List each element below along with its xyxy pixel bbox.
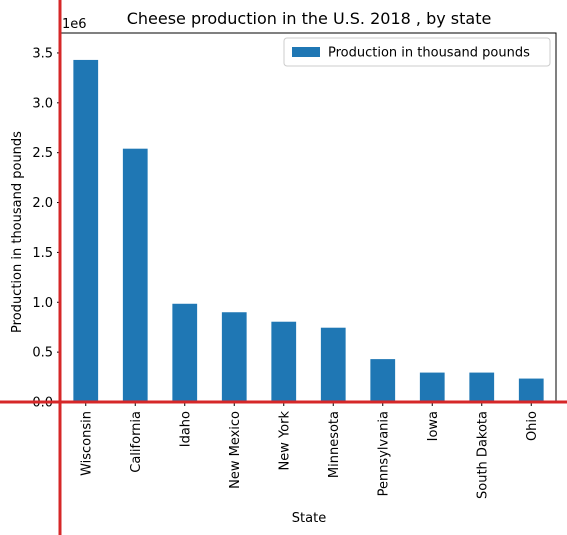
bar-pennsylvania [370,359,396,402]
x-tick-label: California [129,411,144,473]
y-axis-label: Production in thousand pounds [10,131,25,333]
legend-swatch [292,47,320,57]
x-tick-label: New York [277,411,292,471]
x-axis-label: State [292,511,326,526]
bar-minnesota [320,327,346,402]
y-tick-label: 0.5 [32,346,53,361]
y-offset-label: 1e6 [62,17,87,32]
x-tick-label: Ohio [525,411,540,441]
legend-entry-label: Production in thousand pounds [328,46,530,61]
bar-new-york [271,321,297,402]
y-tick-label: 2.0 [32,196,53,211]
x-tick-label: Iowa [426,411,441,441]
legend-box [283,37,551,67]
x-tick-label: New Mexico [228,411,243,489]
y-tick-label: 2.5 [32,146,53,161]
bar-california [122,148,148,402]
bar-south-dakota [469,372,495,402]
x-tick-label: South Dakota [475,411,490,499]
bar-ohio [518,378,544,402]
x-tick-label: Pennsylvania [376,411,391,496]
chart-title: Cheese production in the U.S. 2018 , by … [127,9,492,28]
legend: Production in thousand pounds [283,37,551,67]
x-tick-label: Wisconsin [79,411,94,476]
bar-idaho [172,303,198,402]
bar-new-mexico [221,312,247,402]
x-tick-label: Minnesota [327,411,342,478]
y-tick-label: 1.0 [32,296,53,311]
y-tick-label: 1.5 [32,246,53,261]
y-tick-label: 3.5 [32,46,53,61]
y-tick-label: 3.0 [32,96,53,111]
bar-wisconsin [73,59,99,402]
x-tick-label: Idaho [178,411,193,447]
bar-iowa [419,372,445,402]
